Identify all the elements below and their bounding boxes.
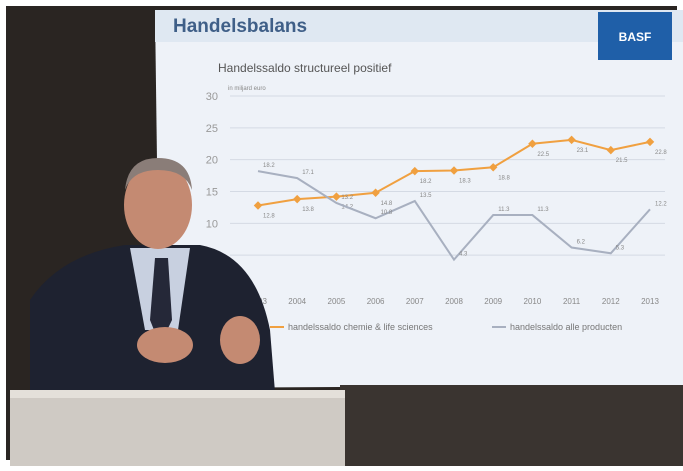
data-label: 11.3 [537,207,549,213]
hand [220,316,260,364]
data-label: 23.1 [577,148,589,154]
podium-top [10,390,345,398]
page: {"slide": {"title": "Handelsbalans", "lo… [0,0,683,471]
hand [137,327,193,363]
data-label: 17.1 [302,170,314,176]
legend-label: handelssaldo alle producten [510,322,622,332]
data-label: 6.2 [577,240,586,246]
x-tick-label: 2010 [524,297,542,306]
x-tick-label: 2011 [563,297,581,306]
data-label: 13.5 [420,193,432,199]
logo: BASF [619,30,652,44]
y-tick-label: 15 [206,187,218,199]
data-label: 12.2 [655,201,667,207]
data-label: 22.8 [655,150,667,156]
x-tick-label: 2005 [328,297,346,306]
data-label: 18.8 [498,175,510,181]
x-tick-label: 2013 [641,297,659,306]
data-label: 11.3 [498,207,510,213]
y-tick-label: 30 [206,91,218,103]
data-label: 21.5 [616,158,628,164]
x-tick-label: 2006 [367,297,385,306]
data-label: 5.3 [616,245,625,251]
data-label: 18.2 [263,163,275,169]
y-axis-label: in miljard euro [228,86,266,92]
podium [10,390,345,466]
data-label: 18.2 [420,179,432,185]
x-tick-label: 2008 [445,297,463,306]
data-label: 14.8 [381,201,393,207]
x-tick-label: 2007 [406,297,424,306]
data-label: 22.5 [537,152,549,158]
data-label: 18.3 [459,178,471,184]
y-tick-label: 25 [206,123,218,135]
chart-title: Handelssaldo structureel positief [218,61,392,75]
wall [340,385,683,466]
data-label: 12.8 [263,214,275,220]
data-label: 10.8 [381,210,393,216]
y-tick-label: 10 [206,218,218,230]
legend-label: handelssaldo chemie & life sciences [288,322,433,332]
data-label: 13.8 [302,207,314,213]
slide-title: Handelsbalans [173,16,307,37]
data-label: 13.2 [341,195,353,201]
photo: Handelsbalans BASF Handelssaldo structur… [0,0,683,466]
x-tick-label: 2004 [288,297,306,306]
x-tick-label: 2012 [602,297,620,306]
x-tick-label: 2009 [484,297,502,306]
y-tick-label: 20 [206,155,218,167]
data-label: 4.3 [459,252,468,258]
